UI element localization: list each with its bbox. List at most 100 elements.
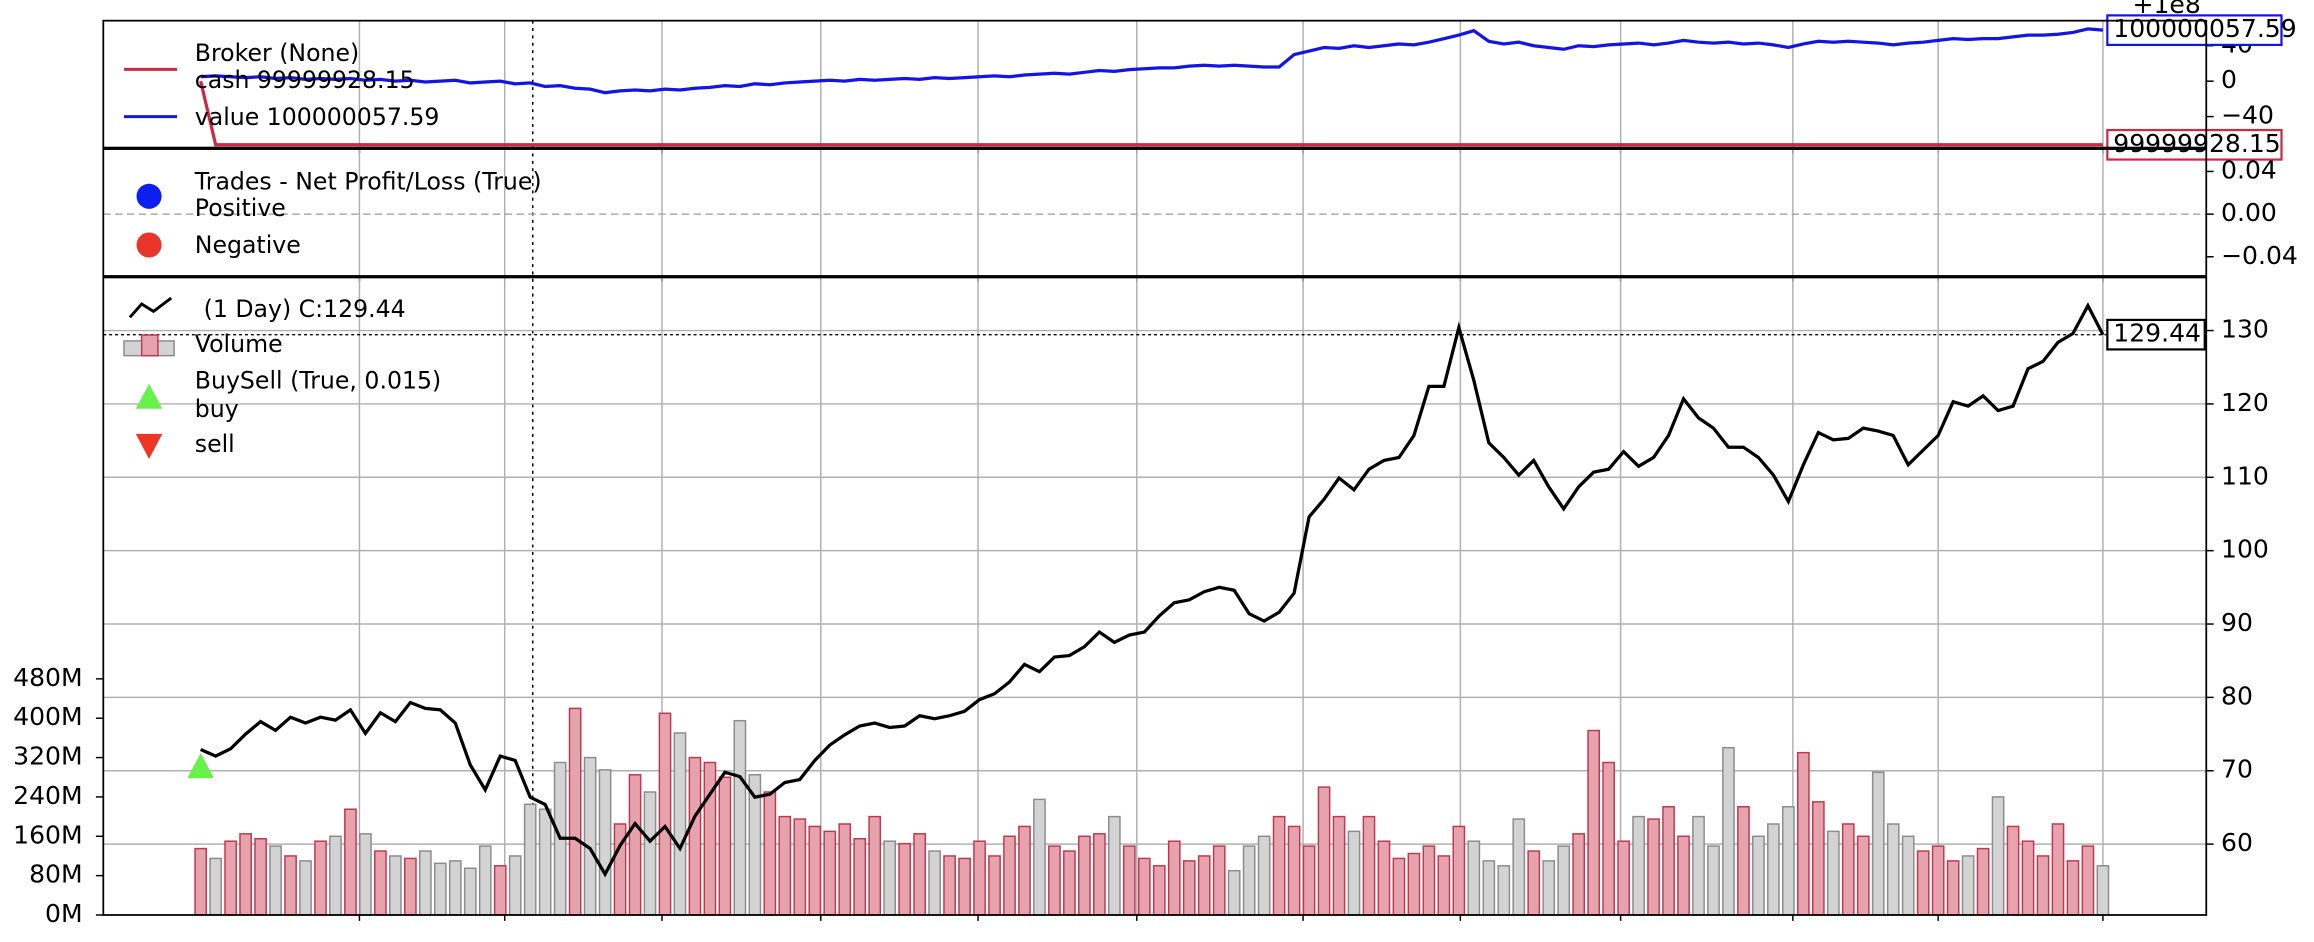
volume-bar <box>493 865 507 916</box>
volume-bar <box>1212 845 1226 916</box>
legend-swatch <box>135 433 163 459</box>
y2-tick-label: 240M <box>13 781 83 810</box>
volume-bar <box>1677 835 1690 916</box>
volume-bar <box>1991 796 2005 916</box>
y2-tick-label: 160M <box>13 820 83 849</box>
volume-bar <box>1272 815 1286 916</box>
volume-bar <box>1752 835 1765 916</box>
y-tick-label: 0.00 <box>2221 198 2277 227</box>
volume-bar <box>628 774 642 916</box>
volume-bar <box>1767 823 1780 916</box>
volume-bar <box>1033 798 1046 916</box>
volume-bar <box>2006 825 2020 916</box>
y-tick-label: 110 <box>2221 461 2269 490</box>
volume-bar <box>1512 818 1526 916</box>
volume-bar <box>1976 847 1990 916</box>
volume-bar <box>1602 761 1615 916</box>
volume-bar <box>1482 860 1496 916</box>
volume-bar <box>643 791 657 916</box>
volume-bar <box>1587 729 1601 916</box>
legend-value: 99999928.15 <box>257 66 415 94</box>
volume-bar <box>2021 840 2035 916</box>
y-tick-label: 60 <box>2221 828 2253 857</box>
y-tick-label: 120 <box>2221 388 2269 417</box>
volume-bar <box>1467 840 1481 916</box>
legend-label: Negative <box>195 231 301 259</box>
volume-bar <box>1182 860 1196 916</box>
y-tick-label: −40 <box>2221 101 2274 130</box>
legend-value: 129.44 <box>323 294 406 322</box>
volume-bar <box>1647 818 1660 916</box>
volume-bar <box>1197 855 1211 916</box>
panel-frame <box>102 276 2208 916</box>
volume-bar <box>344 808 357 916</box>
volume-bar <box>404 857 417 916</box>
volume-bar <box>853 837 867 916</box>
volume-bar <box>928 850 941 916</box>
y2-tick-label: 320M <box>13 742 83 771</box>
volume-bar <box>883 840 897 916</box>
volume-bar <box>209 857 222 916</box>
volume-bar <box>463 867 477 916</box>
volume-bar <box>1122 845 1136 916</box>
volume-bar <box>523 803 537 916</box>
legend-value: 100000057.59 <box>267 103 440 131</box>
volume-bar <box>418 850 432 916</box>
volume-bar <box>1227 869 1241 916</box>
volume-bar <box>1782 806 1795 916</box>
legend-name: value <box>195 103 260 131</box>
legend-title: BuySell (True, 0.015) <box>195 367 441 395</box>
legend-title: Trades - Net Profit/Loss (True) <box>194 168 542 196</box>
y2-tick-label: 480M <box>13 663 83 692</box>
y2-tick-label: 80M <box>29 860 83 889</box>
legend-label: value 100000057.59 <box>195 103 440 131</box>
volume-bar <box>1287 825 1301 916</box>
volume-bar <box>1692 815 1705 916</box>
volume-bar <box>1617 840 1630 916</box>
volume-bar <box>1931 845 1945 916</box>
volume-bar <box>508 855 522 916</box>
buy-marker <box>187 753 214 779</box>
volume-bar <box>1856 835 1870 916</box>
y2-tick-label: 400M <box>13 702 83 731</box>
volume-bar <box>1137 857 1151 916</box>
legend-swatch <box>140 334 159 357</box>
volume-bar <box>688 756 702 916</box>
volume-bar <box>1557 845 1571 916</box>
volume-bar <box>958 857 971 916</box>
volume-bar <box>1796 751 1810 916</box>
volume-bar <box>1257 835 1271 916</box>
last-value-label: 100000057.59 <box>2113 14 2296 43</box>
volume-bar <box>1407 852 1421 916</box>
panel-frame <box>102 148 2208 277</box>
volume-bar <box>2036 855 2050 916</box>
volume-bar <box>823 830 837 916</box>
volume-bar <box>1317 786 1331 916</box>
volume-bar <box>1662 806 1675 916</box>
volume-bar <box>224 840 237 916</box>
volume-bar <box>448 860 462 916</box>
volume-bar <box>2096 865 2110 916</box>
volume-bar <box>239 833 252 916</box>
series-line <box>200 302 2105 878</box>
volume-bar <box>1886 823 1900 916</box>
y-tick-label: 0 <box>2221 65 2237 94</box>
legend-swatch <box>135 383 163 409</box>
volume-bar <box>2081 845 2095 916</box>
volume-bar <box>1871 771 1885 916</box>
volume-bar <box>329 835 342 916</box>
volume-bar <box>1078 835 1091 916</box>
volume-bar <box>1018 825 1031 916</box>
volume-bar <box>943 855 956 916</box>
volume-bar <box>374 850 387 916</box>
volume-bar <box>658 712 672 916</box>
volume-bar <box>778 815 792 916</box>
volume-bar <box>1048 845 1061 916</box>
volume-bar <box>583 756 597 916</box>
legend-swatch <box>136 183 162 209</box>
y-tick-label: −0.04 <box>2221 241 2298 270</box>
volume-bar <box>359 833 372 916</box>
volume-bar <box>1826 830 1840 916</box>
